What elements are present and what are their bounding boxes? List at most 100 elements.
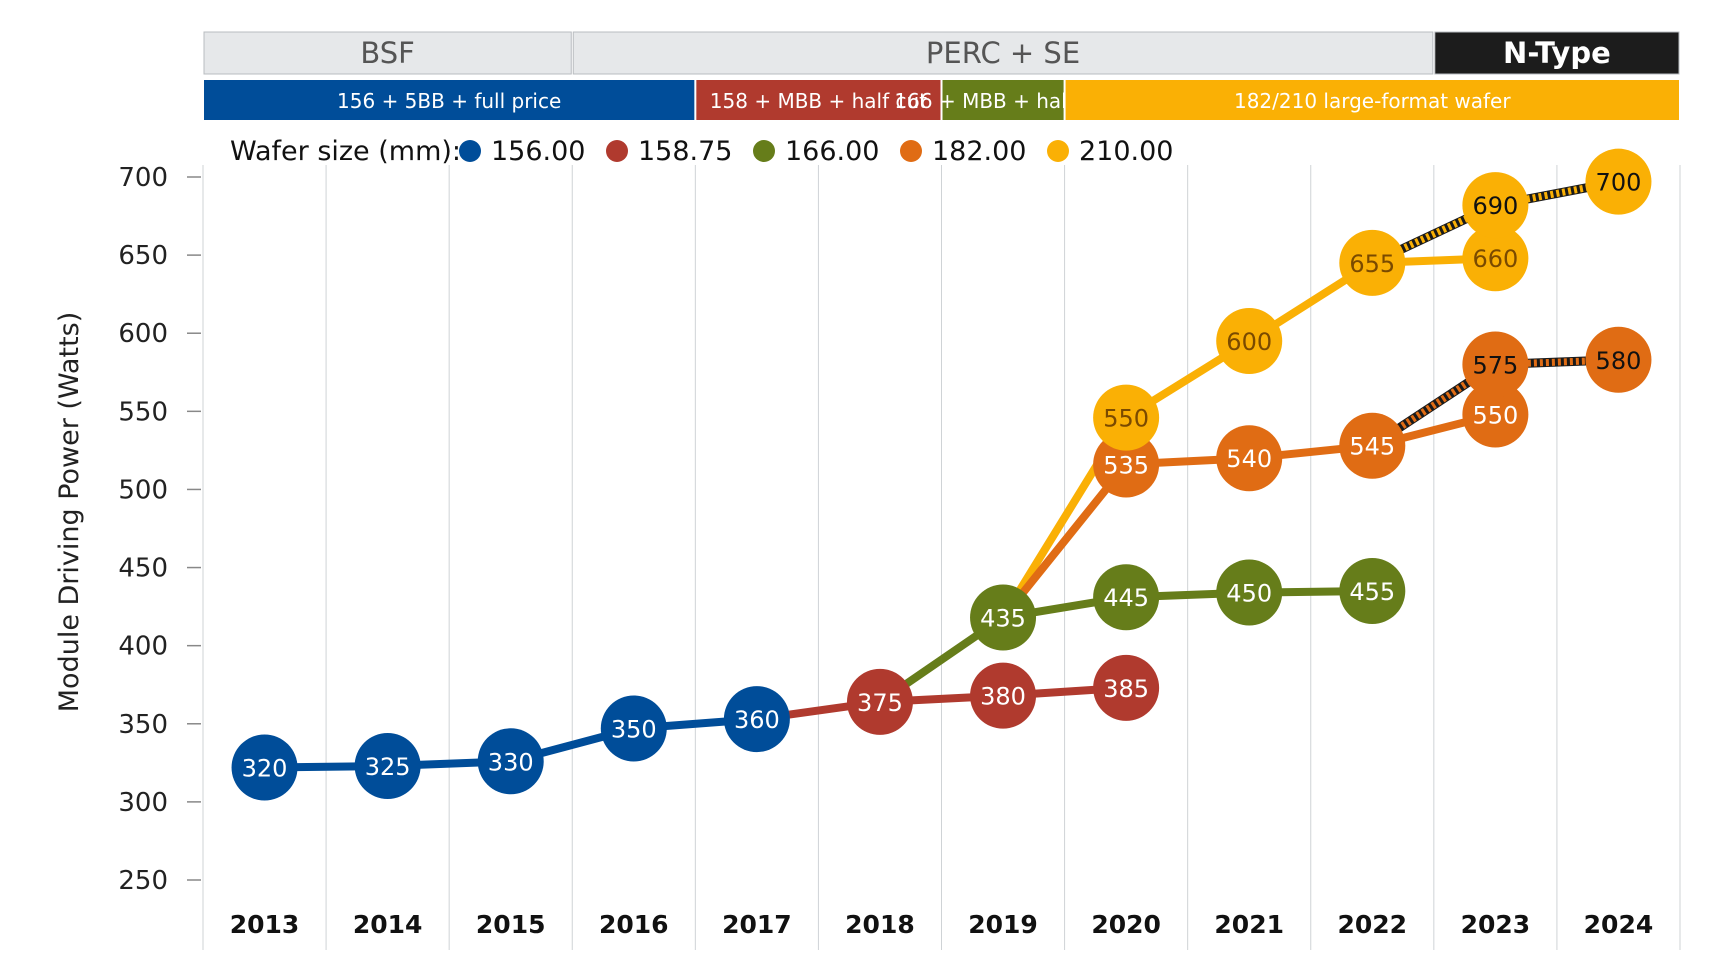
data-point-label: 330: [488, 748, 534, 776]
data-point-marker: [1462, 331, 1529, 398]
legend-swatch: [459, 140, 481, 162]
x-tick-label-2017: 2017: [722, 910, 792, 939]
data-point-marker: [354, 732, 421, 799]
x-tick-label-2013: 2013: [230, 910, 300, 939]
data-point-156-00-2015: 330: [477, 728, 544, 795]
wafer-band-label: 156 + 5BB + full price: [337, 89, 561, 113]
legend-entry-156-00: 156.00: [459, 136, 585, 167]
x-tick-label-2021: 2021: [1214, 910, 1284, 939]
wafer-band-box: [1065, 80, 1679, 120]
legend-label: 156.00: [491, 136, 585, 167]
x-tick-label-2019: 2019: [968, 910, 1038, 939]
data-point-marker: [1585, 326, 1652, 393]
data-point-label: 700: [1596, 169, 1642, 197]
y-tick-label: 450: [118, 554, 168, 584]
data-point-156-00-2016: 350: [600, 695, 667, 762]
data-point-182-00-2021: 540: [1216, 425, 1283, 492]
data-point-label: 350: [611, 715, 657, 743]
x-tick-label-2015: 2015: [476, 910, 546, 939]
data-point-label: 435: [980, 605, 1026, 633]
y-axis-title: Module Driving Power (Watts): [54, 312, 85, 713]
legend-label: 166.00: [785, 136, 879, 167]
series-line-path: [756, 683, 1127, 724]
legend-swatch: [1047, 140, 1069, 162]
tech-band-box: [572, 31, 1434, 75]
data-point-marker: [1462, 172, 1529, 239]
tech-band-perc-se: PERC + SE: [572, 31, 1434, 75]
data-point-marker: [1093, 384, 1160, 451]
x-axis: 2013 2014 2015 2016 2017 2018 2019 2020 2021 2022…: [230, 910, 1654, 939]
data-point-210-00-2022: 655: [1339, 229, 1406, 296]
data-point-label: 655: [1349, 250, 1395, 278]
legend-entry-158-75: 158.75: [606, 136, 732, 167]
data-point-marker: [1093, 654, 1160, 721]
data-point-158-75-2020: 385: [1093, 654, 1160, 721]
tech-band-label: BSF: [360, 36, 414, 70]
data-point-marker: [1093, 431, 1160, 498]
data-point-210-00-2021: 600: [1216, 308, 1283, 375]
data-point-166-00-2020: 445: [1093, 564, 1160, 631]
data-point-label: 550: [1472, 401, 1518, 429]
grid: [202, 165, 1681, 950]
data-point-156-00-2014: 325: [354, 732, 421, 799]
wafer-bands: 156 + 5BB + full price 158 + MBB + half c…: [204, 80, 1679, 120]
data-point-182-00-2020: 535: [1093, 431, 1160, 498]
y-tick-label: 700: [118, 163, 168, 193]
x-tick-label-2024: 2024: [1584, 910, 1654, 939]
legend-swatch: [753, 140, 775, 162]
tech-band-n-type: N-Type: [1434, 31, 1680, 75]
y-tick-label: 650: [118, 241, 168, 271]
tech-band-bsf: BSF: [203, 31, 572, 75]
data-point-label: 375: [857, 689, 903, 717]
data-point-marker: [723, 686, 790, 753]
data-point-label: 320: [242, 755, 288, 783]
data-point-label: 600: [1226, 328, 1272, 356]
x-tick-label-2016: 2016: [599, 910, 669, 939]
data-point-marker: [846, 668, 913, 735]
data-markers: 320 325 330 350 360 375 380 385 435 445 450 455 535 5…: [231, 148, 1652, 801]
data-point-marker: [1585, 148, 1652, 215]
tech-band-box: [1434, 31, 1680, 75]
data-point-marker: [1216, 308, 1283, 375]
data-point-marker: [1462, 225, 1529, 292]
data-point-182-00-2022: 545: [1339, 412, 1406, 479]
data-point-label: 550: [1103, 405, 1149, 433]
data-point-marker: [1216, 425, 1283, 492]
data-point-label: 540: [1226, 445, 1272, 473]
data-point-label: 380: [980, 683, 1026, 711]
data-point-marker: [1093, 564, 1160, 631]
data-point-label: 690: [1472, 192, 1518, 220]
wafer-band-box: [696, 80, 941, 120]
data-point-label: 535: [1103, 451, 1149, 479]
data-point-label: 580: [1596, 347, 1642, 375]
data-point-label: 360: [734, 706, 780, 734]
wafer-band-158-mbb-half-cut: 158 + MBB + half cut: [696, 80, 941, 120]
data-point-label: 545: [1349, 433, 1395, 461]
data-point-label: 385: [1103, 675, 1149, 703]
legend-label: 158.75: [638, 136, 732, 167]
legend-title: Wafer size (mm):: [230, 136, 461, 167]
data-point-210-00-2020: 550: [1093, 384, 1160, 451]
y-axis: 250 300 350 400 450 500 550 600 650 700: [118, 163, 201, 896]
data-point-label: 445: [1103, 584, 1149, 612]
data-point-158-75-2018: 375: [846, 668, 913, 735]
y-tick-label: 550: [118, 397, 168, 427]
data-point-166-00-2019: 435: [970, 584, 1037, 651]
tech-band-label: N-Type: [1503, 36, 1611, 70]
legend: Wafer size (mm): 156.00 158.75 166.00 182.0…: [230, 136, 1173, 167]
data-point-marker: [1339, 557, 1406, 624]
tech-band-label: PERC + SE: [926, 36, 1080, 70]
data-point-182-00-2023: 550: [1462, 381, 1529, 448]
legend-entry-166-00: 166.00: [753, 136, 879, 167]
legend-entry-182-00: 182.00: [900, 136, 1026, 167]
y-tick-label: 400: [118, 632, 168, 662]
data-point-182-00-n-type-2024: 580: [1585, 326, 1652, 393]
data-point-158-75-2019: 380: [970, 662, 1037, 729]
data-point-marker: [600, 695, 667, 762]
y-tick-label: 300: [118, 788, 168, 818]
technology-bands: BSF PERC + SE N-Type: [203, 31, 1680, 75]
legend-swatch: [900, 140, 922, 162]
data-point-label: 450: [1226, 580, 1272, 608]
x-tick-label-2023: 2023: [1461, 910, 1531, 939]
y-tick-label: 500: [118, 475, 168, 505]
